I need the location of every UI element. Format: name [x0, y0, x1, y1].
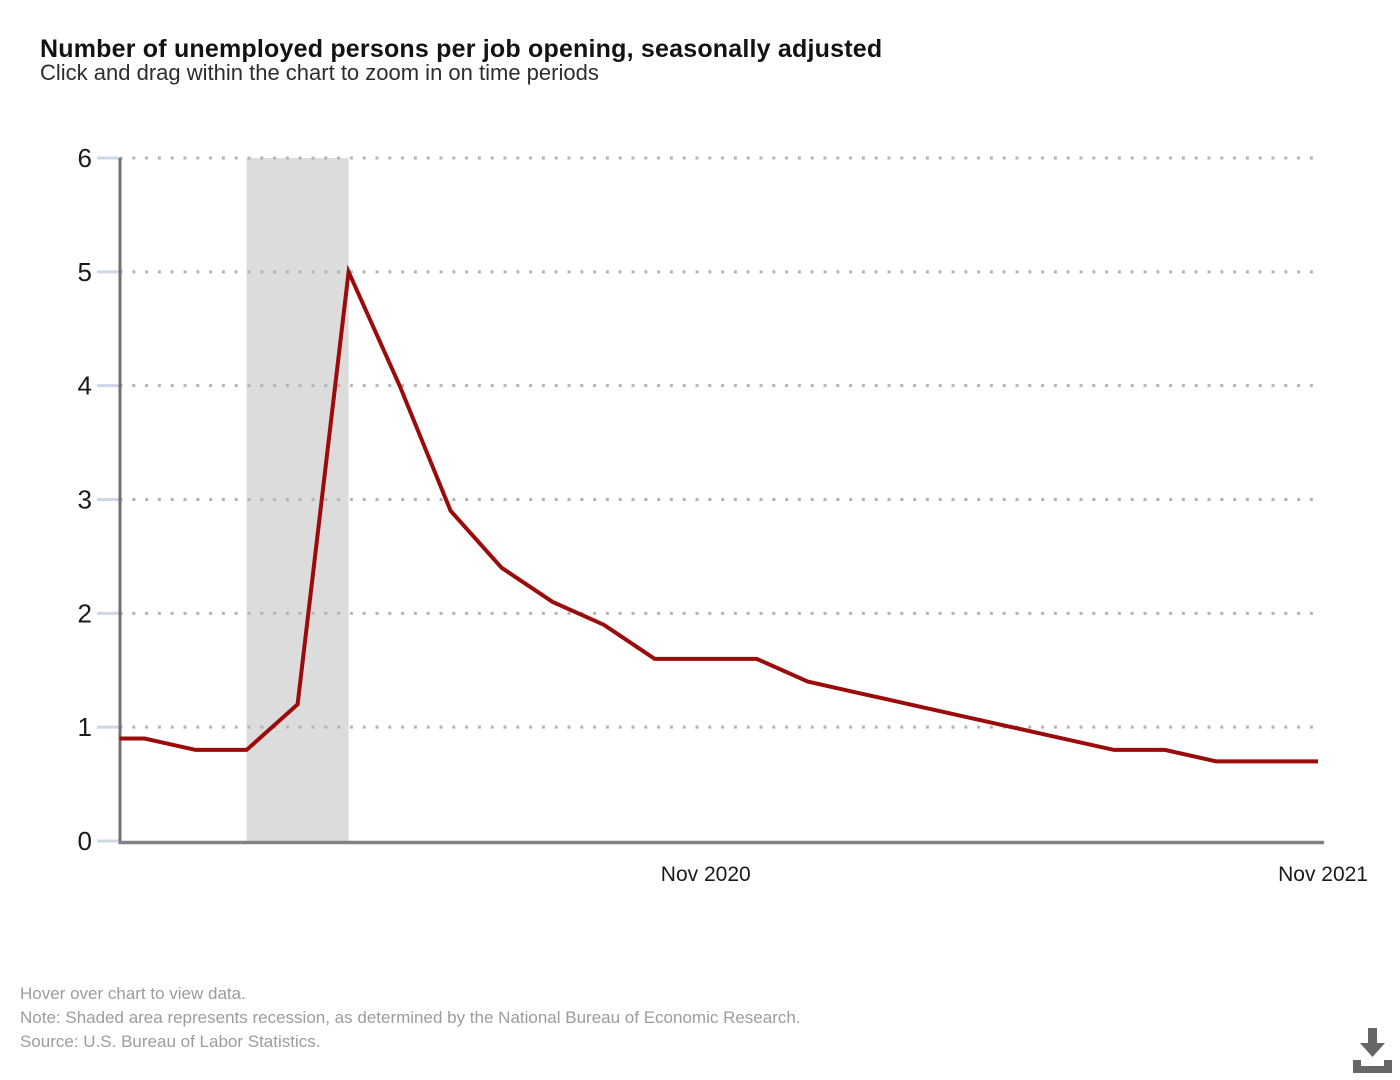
download-arrow-glyph — [1353, 1028, 1392, 1073]
y-tick-label-5: 5 — [78, 257, 92, 287]
y-tick-label-0: 0 — [78, 826, 92, 856]
y-tick-label-3: 3 — [78, 485, 92, 515]
chart-title: Number of unemployed persons per job ope… — [40, 34, 883, 63]
recession-band — [246, 158, 349, 841]
y-tick-label-2: 2 — [78, 598, 92, 628]
download-icon[interactable] — [1348, 1024, 1396, 1074]
y-tick-label-4: 4 — [78, 371, 92, 401]
y-tick-label-1: 1 — [78, 712, 92, 742]
x-tick-label-nov-2021: Nov 2021 — [1278, 863, 1368, 886]
chart-plot-area[interactable]: 0 1 2 3 4 5 6 Nov 2020 Nov 2021 — [0, 0, 1400, 960]
y-tick-label-6: 6 — [78, 143, 92, 173]
chart-subtitle: Click and drag within the chart to zoom … — [40, 60, 599, 85]
footnote-source: Source: U.S. Bureau of Labor Statistics. — [20, 1032, 321, 1051]
x-tick-label-nov-2020: Nov 2020 — [661, 863, 751, 886]
footnote-recession: Note: Shaded area represents recession, … — [20, 1008, 801, 1027]
footnote-hover: Hover over chart to view data. — [20, 984, 246, 1003]
chart-footnotes: Hover over chart to view data. Note: Sha… — [20, 982, 801, 1054]
series-line — [119, 264, 1318, 764]
